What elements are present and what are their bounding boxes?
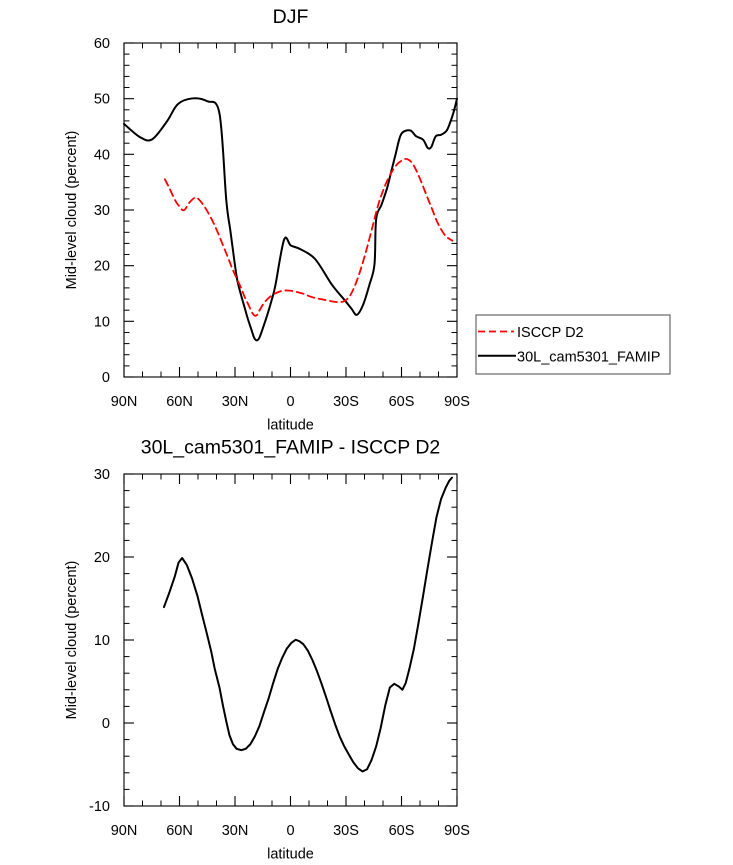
svg-text:40: 40 [94, 147, 110, 163]
svg-text:0: 0 [102, 716, 110, 732]
svg-text:90S: 90S [444, 394, 470, 410]
svg-text:30: 30 [94, 203, 110, 219]
svg-text:60: 60 [94, 36, 110, 52]
svg-text:latitude: latitude [267, 847, 314, 863]
svg-text:30L_cam5301_FAMIP: 30L_cam5301_FAMIP [517, 349, 660, 365]
svg-text:60S: 60S [389, 394, 415, 410]
svg-text:0: 0 [286, 394, 294, 410]
svg-text:Mid-level cloud (percent): Mid-level cloud (percent) [64, 131, 80, 290]
svg-text:Mid-level cloud (percent): Mid-level cloud (percent) [64, 561, 80, 720]
svg-text:90N: 90N [111, 394, 138, 410]
svg-text:60N: 60N [166, 823, 193, 839]
svg-text:0: 0 [286, 823, 294, 839]
svg-text:30N: 30N [222, 823, 249, 839]
svg-text:DJF: DJF [273, 6, 309, 28]
svg-text:10: 10 [94, 314, 110, 330]
svg-text:30N: 30N [222, 394, 249, 410]
svg-text:50: 50 [94, 92, 110, 108]
svg-text:ISCCP D2: ISCCP D2 [517, 325, 584, 341]
svg-text:60N: 60N [166, 394, 193, 410]
svg-text:0: 0 [102, 370, 110, 386]
svg-text:-10: -10 [89, 799, 110, 815]
svg-text:30S: 30S [333, 823, 359, 839]
svg-text:90S: 90S [444, 823, 470, 839]
svg-text:30S: 30S [333, 394, 359, 410]
svg-text:30: 30 [94, 467, 110, 483]
svg-text:20: 20 [94, 259, 110, 275]
svg-text:10: 10 [94, 633, 110, 649]
svg-text:30L_cam5301_FAMIP - ISCCP D2: 30L_cam5301_FAMIP - ISCCP D2 [141, 436, 441, 458]
svg-text:60S: 60S [389, 823, 415, 839]
svg-text:20: 20 [94, 550, 110, 566]
svg-text:latitude: latitude [267, 418, 314, 434]
svg-text:90N: 90N [111, 823, 138, 839]
